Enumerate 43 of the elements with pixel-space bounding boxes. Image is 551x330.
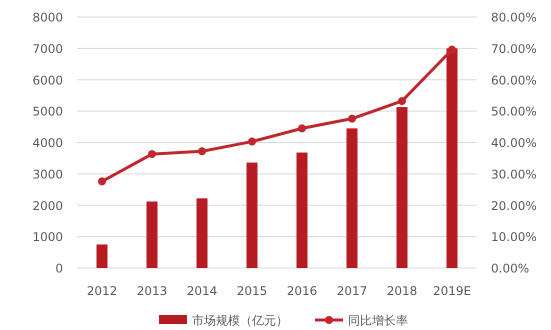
point — [298, 124, 306, 132]
y-tick-label: 6000 — [32, 73, 63, 88]
bar — [196, 198, 208, 268]
y-tick-label: 7000 — [32, 42, 63, 56]
legend-label: 同比增长率 — [348, 314, 408, 328]
bar — [246, 162, 258, 268]
point — [248, 138, 256, 146]
x-tick-label: 2017 — [336, 284, 368, 298]
x-tick-label: 2014 — [186, 284, 218, 298]
y2-tick-label: 80.00% — [491, 10, 537, 24]
y-tick-label: 2000 — [32, 198, 63, 213]
bar — [146, 201, 158, 268]
y-tick-label: 1000 — [32, 230, 63, 244]
y2-tick-label: 70.00% — [491, 42, 537, 56]
y-tick-label: 3000 — [32, 167, 63, 182]
x-tick-label: 2019E — [432, 284, 472, 298]
x-tick-label: 2018 — [386, 284, 418, 298]
y2-tick-label: 30.00% — [491, 167, 537, 182]
bar — [296, 152, 308, 268]
y2-tick-label: 40.00% — [491, 136, 537, 150]
y2-tick-label: 0.00% — [491, 262, 530, 276]
legend-label: 市场规模（亿元） — [192, 314, 288, 328]
point — [348, 114, 356, 123]
y2-tick-label: 50.00% — [491, 104, 537, 119]
y2-tick-label: 20.00% — [491, 198, 537, 213]
bar — [396, 107, 408, 268]
point — [98, 177, 106, 186]
x-tick-label: 2016 — [286, 284, 318, 298]
point — [448, 46, 456, 54]
y-tick-label: 4000 — [32, 136, 63, 150]
y-tick-label: 5000 — [32, 104, 63, 119]
y-tick-label: 0 — [55, 262, 63, 276]
bar — [96, 244, 108, 268]
point — [398, 97, 406, 106]
x-tick-label: 2013 — [136, 284, 168, 298]
point — [198, 147, 206, 156]
point — [148, 150, 156, 158]
x-tick-label: 2012 — [86, 284, 118, 298]
y-tick-label: 8000 — [32, 10, 63, 24]
bar — [346, 128, 358, 268]
y2-tick-label: 10.00% — [491, 230, 537, 244]
x-tick-label: 2015 — [236, 284, 268, 298]
y2-tick-label: 60.00% — [491, 73, 537, 88]
